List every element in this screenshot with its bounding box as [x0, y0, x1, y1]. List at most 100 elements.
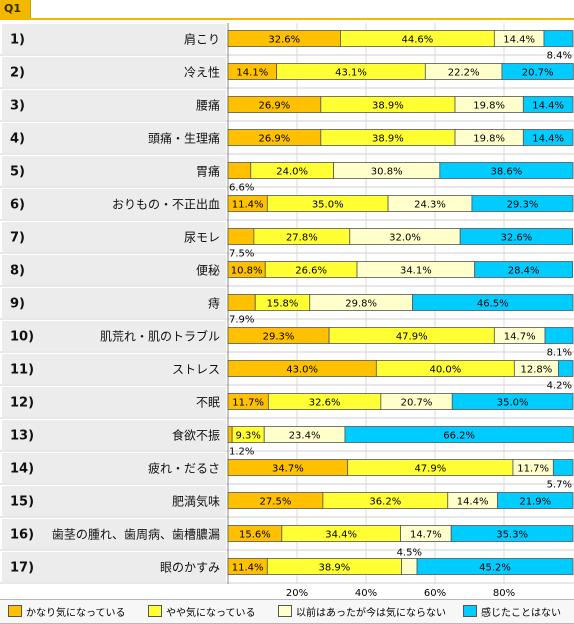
data-label: 43.0% — [286, 365, 318, 376]
data-label: 24.3% — [414, 200, 446, 211]
row-label-background — [2, 255, 226, 285]
data-label: 38.9% — [372, 134, 404, 145]
header-divider — [0, 18, 574, 20]
legend-label-1: かなり気になっている — [26, 607, 126, 619]
x-tick-label: 40% — [355, 588, 377, 599]
bar-segment — [227, 426, 233, 443]
data-label: 8.4% — [547, 51, 572, 62]
data-label: 35.3% — [496, 530, 528, 541]
data-label: 27.8% — [286, 233, 318, 244]
bar-segment — [227, 162, 252, 179]
legend-item-4: 感じたことはない — [455, 600, 561, 622]
data-label: 34.4% — [325, 530, 357, 541]
data-label: 38.6% — [491, 167, 523, 178]
legend-swatch-4 — [463, 605, 477, 617]
data-label: 14.4% — [457, 497, 489, 508]
bar-segment — [558, 360, 574, 377]
row-category-label: 肌荒れ・肌のトラブル — [100, 329, 220, 344]
row-category-label: 尿モレ — [184, 231, 220, 245]
row-label-background — [2, 321, 226, 351]
row-label-background — [2, 453, 226, 483]
row-category-label: 頭痛・生理痛 — [148, 131, 220, 146]
row-category-label: 便秘 — [196, 264, 220, 278]
row-label-background — [2, 24, 226, 54]
row-number: 14) — [10, 462, 34, 477]
data-label: 4.2% — [547, 381, 572, 392]
x-tick-label: 60% — [424, 588, 446, 599]
row-number: 1) — [10, 33, 25, 48]
row-number: 7) — [10, 231, 25, 246]
row-category-label: 冷え性 — [184, 66, 220, 80]
row-category-label: 疲れ・だるさ — [148, 461, 220, 476]
data-label: 28.4% — [508, 266, 540, 277]
row-number: 16) — [10, 528, 34, 543]
bars: 32.6% 44.6% 14.4% 8.4% 14.1% 43.1% 22.2% 20.7% 2… — [227, 30, 574, 575]
bar-segment — [450, 525, 574, 542]
bar-segment — [439, 162, 574, 179]
row-category-label: 歯茎の腫れ、歯周病、歯槽膿漏 — [52, 527, 220, 542]
data-label: 5.7% — [547, 480, 572, 491]
data-label: 40.0% — [429, 365, 461, 376]
data-label: 43.1% — [335, 68, 367, 79]
bar-segment — [459, 228, 574, 245]
row-label-background — [2, 519, 226, 549]
row-category-label: 肥満気味 — [172, 494, 220, 509]
question-tab-label: Q1 — [4, 2, 22, 15]
row-number: 9) — [10, 297, 25, 312]
row-label-background — [2, 288, 226, 318]
data-label: 7.9% — [229, 315, 254, 326]
row-backgrounds — [0, 24, 574, 584]
data-label: 34.1% — [400, 266, 432, 277]
data-label: 12.8% — [521, 365, 553, 376]
data-label: 19.8% — [473, 101, 505, 112]
row-label-background — [2, 387, 226, 417]
bar-segment — [522, 129, 574, 146]
data-label: 46.5% — [477, 299, 509, 310]
row-category-label: 腰痛 — [196, 98, 220, 113]
data-label: 9.3% — [235, 431, 260, 442]
row-label-background — [2, 354, 226, 384]
row-category-label: 不眠 — [196, 396, 220, 410]
row-number: 13) — [10, 429, 34, 444]
row-category-label: 眼のかすみ — [160, 561, 220, 575]
data-label: 11.7% — [517, 464, 549, 475]
data-label: 24.0% — [276, 167, 308, 178]
data-label: 11.4% — [232, 563, 264, 574]
data-label: 20.7% — [401, 398, 433, 409]
bar-segment — [227, 294, 256, 311]
data-label: 27.5% — [260, 497, 292, 508]
data-label: 47.9% — [414, 464, 446, 475]
data-label: 7.5% — [229, 249, 254, 260]
data-label: 47.9% — [396, 332, 428, 343]
data-label: 32.6% — [501, 233, 533, 244]
bar-segment — [497, 492, 574, 509]
row-category-label: 肩こり — [184, 32, 220, 47]
x-tick-label: 80% — [493, 588, 515, 599]
data-label: 23.4% — [289, 431, 321, 442]
bar-segment — [451, 393, 574, 410]
bar-segment — [412, 294, 574, 311]
bar-segment — [552, 459, 574, 476]
data-label: 29.8% — [345, 299, 377, 310]
row-category-label: ストレス — [172, 363, 220, 377]
data-label: 14.4% — [532, 134, 564, 145]
row-label-background — [2, 420, 226, 450]
bar-segment — [474, 261, 574, 278]
data-label: 21.9% — [519, 497, 551, 508]
data-label: 4.5% — [397, 548, 422, 559]
data-label: 45.2% — [479, 563, 511, 574]
data-label: 6.6% — [229, 183, 254, 194]
row-category-label: 食欲不振 — [172, 428, 220, 443]
data-label: 30.8% — [371, 167, 403, 178]
data-label: 20.7% — [522, 68, 554, 79]
data-label: 22.2% — [448, 68, 480, 79]
data-label: 26.6% — [295, 266, 327, 277]
data-label: 8.1% — [547, 348, 572, 359]
stacked-bar-chart: 32.6% 44.6% 14.4% 8.4% 14.1% 43.1% 22.2% 20.7% 2… — [0, 23, 574, 599]
bar-segment — [401, 558, 418, 575]
bar-segment — [522, 96, 574, 113]
data-label: 1.2% — [229, 447, 254, 458]
row-number: 4) — [10, 132, 25, 147]
bar-segment — [471, 195, 574, 212]
legend-item-3: 以前はあったが今は気にならない — [270, 600, 446, 622]
